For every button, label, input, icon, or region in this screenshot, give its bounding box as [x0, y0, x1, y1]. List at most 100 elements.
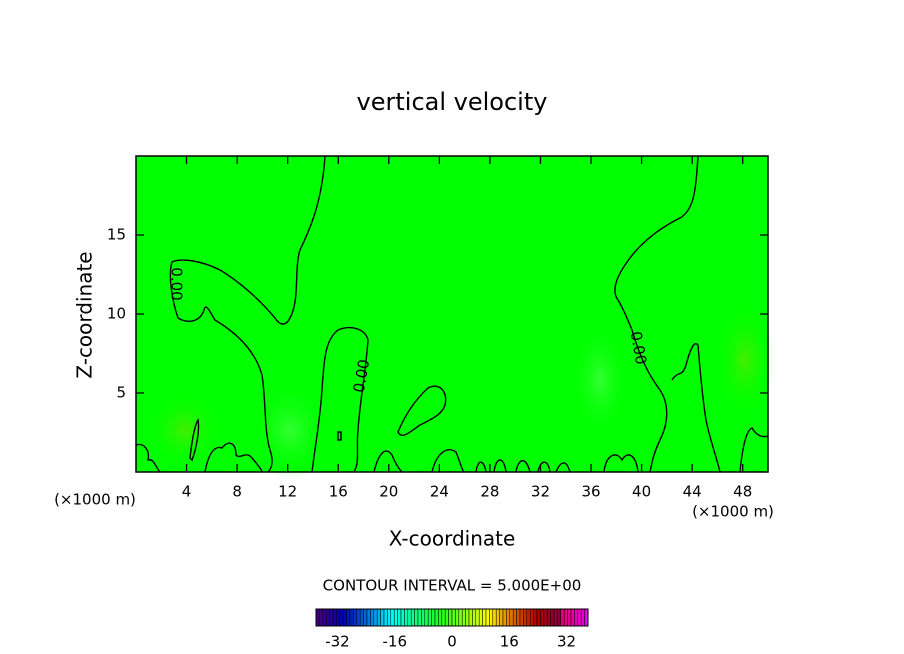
colorbar-box — [346, 608, 351, 627]
x-axis-label: X-coordinate — [389, 527, 516, 551]
colorbar-box — [526, 608, 531, 627]
colorbar-frame — [315, 608, 589, 627]
colorbar-box — [336, 608, 341, 627]
colorbar-tick-label: 0 — [447, 633, 457, 651]
colorbar-box — [424, 608, 429, 627]
colorbar-tick-label: 16 — [500, 633, 519, 651]
colorbar-box — [465, 608, 470, 627]
colorbar-box — [455, 608, 460, 627]
colorbar-box — [342, 608, 347, 627]
contour-label: 0.00 — [168, 267, 186, 300]
colorbar-box — [319, 608, 324, 627]
colorbar-tick-label: -16 — [382, 633, 407, 651]
colorbar-box — [495, 608, 500, 627]
colorbar-box — [438, 608, 443, 627]
colorbar-box — [461, 608, 466, 627]
colorbar-box — [489, 608, 494, 627]
colorbar-box — [356, 608, 361, 627]
x-tick-label: 48 — [733, 483, 752, 501]
colorbar-box — [540, 608, 545, 627]
colorbar-box — [577, 608, 582, 627]
colorbar-box — [363, 608, 368, 627]
colorbar-box — [519, 608, 524, 627]
x-tick-label: 44 — [683, 483, 702, 501]
x-tick-label: 32 — [531, 483, 550, 501]
colorbar-box — [407, 608, 412, 627]
colorbar-box — [393, 608, 398, 627]
colorbar-box — [359, 608, 364, 627]
colorbar-box — [550, 608, 555, 627]
colorbar-box — [546, 608, 551, 627]
colorbar-box — [380, 608, 385, 627]
colorbar-box — [353, 608, 358, 627]
colorbar-box — [557, 608, 562, 627]
colorbar-box — [376, 608, 381, 627]
colorbar-box — [370, 608, 375, 627]
colorbar-box — [373, 608, 378, 627]
y-tick-label: 10 — [107, 305, 126, 323]
colorbar-box — [475, 608, 480, 627]
colorbar-box — [397, 608, 402, 627]
x-tick-label: 12 — [278, 483, 297, 501]
colorbar-box — [421, 608, 426, 627]
colorbar: -32 -16 0 16 32 — [315, 608, 589, 651]
colorbar-box — [506, 608, 511, 627]
colorbar-box — [580, 608, 585, 627]
x-tick-label: 36 — [581, 483, 600, 501]
colorbar-box — [322, 608, 327, 627]
colorbar-box — [390, 608, 395, 627]
x-unit: (×1000 m) — [54, 491, 136, 509]
colorbar-box — [414, 608, 419, 627]
colorbar-box — [332, 608, 337, 627]
colorbar-box — [482, 608, 487, 627]
x-tick-label: 24 — [430, 483, 449, 501]
colorbar-box — [404, 608, 409, 627]
colorbar-box — [567, 608, 572, 627]
colorbar-box — [339, 608, 344, 627]
colorbar-box — [529, 608, 534, 627]
x-tick-label: 40 — [632, 483, 651, 501]
colorbar-box — [434, 608, 439, 627]
x-unit: (×1000 m) — [692, 503, 774, 521]
colorbar-box — [553, 608, 558, 627]
contour-lines — [135, 155, 769, 473]
colorbar-box — [383, 608, 388, 627]
colorbar-box — [536, 608, 541, 627]
colorbar-box — [458, 608, 463, 627]
colorbar-box — [329, 608, 334, 627]
colorbar-tick-label: 32 — [557, 633, 576, 651]
colorbar-box — [441, 608, 446, 627]
x-tick-label: 28 — [480, 483, 499, 501]
x-tick-label: 20 — [379, 483, 398, 501]
colorbar-box — [499, 608, 504, 627]
colorbar-box — [349, 608, 354, 627]
colorbar-box — [417, 608, 422, 627]
x-tick-label: 4 — [182, 483, 192, 501]
colorbar-tick-label: -32 — [325, 633, 350, 651]
colorbar-box — [570, 608, 575, 627]
colorbar-box — [492, 608, 497, 627]
colorbar-box — [410, 608, 415, 627]
field — [136, 156, 768, 472]
contour-interval: CONTOUR INTERVAL = 5.000E+00 — [323, 577, 582, 595]
colorbar-box — [502, 608, 507, 627]
colorbar-box — [523, 608, 528, 627]
colorbar-box — [451, 608, 456, 627]
colorbar-box — [400, 608, 405, 627]
colorbar-box — [468, 608, 473, 627]
x-tick-label: 8 — [232, 483, 242, 501]
colorbar-box — [325, 608, 330, 627]
colorbar-box — [472, 608, 477, 627]
colorbar-box — [563, 608, 568, 627]
colorbar-box — [584, 608, 589, 627]
colorbar-box — [509, 608, 514, 627]
colorbar-box — [387, 608, 392, 627]
colorbar-box — [560, 608, 565, 627]
colorbar-box — [427, 608, 432, 627]
colorbar-box — [366, 608, 371, 627]
colorbar-box — [485, 608, 490, 627]
y-tick-label: 15 — [107, 226, 126, 244]
y-axis-label: Z-coordinate — [73, 251, 97, 378]
colorbar-box — [431, 608, 436, 627]
